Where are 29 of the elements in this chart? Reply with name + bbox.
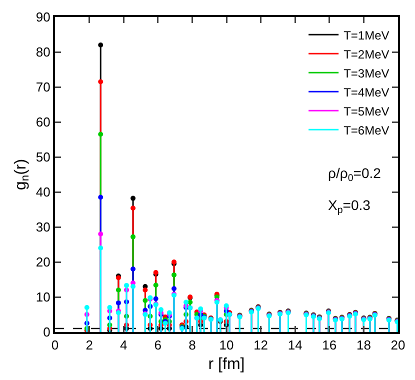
x-tick-label: 6 <box>154 338 162 353</box>
x-tick-label: 20 <box>390 338 406 353</box>
annotation: X$_{p}$=0.3 <box>328 197 371 216</box>
y-tick-label: 30 <box>36 220 50 235</box>
annotation: ρ/ρ$_{0}$=0.2 <box>328 165 382 184</box>
x-tick-label: 14 <box>288 338 302 353</box>
legend-label: T=5MeV <box>344 104 390 118</box>
y-tick-label: 80 <box>36 44 50 60</box>
y-tick-label: 40 <box>36 184 50 200</box>
y-tick-label: 10 <box>36 290 50 305</box>
y-tick-label: 0 <box>43 324 50 340</box>
y-tick-label: 70 <box>36 80 50 95</box>
legend-label: T=4MeV <box>344 85 390 100</box>
legend-label: T=3MeV <box>344 66 390 80</box>
legend-label: T=1MeV <box>344 28 390 42</box>
y-tick-label: 20 <box>36 254 50 270</box>
x-tick-label: 10 <box>219 338 234 353</box>
legend-label: T=2MeV <box>344 47 390 62</box>
legend-label: T=6MeV <box>344 123 390 138</box>
x-tick-label: 16 <box>322 338 337 353</box>
y-tick-label: 90 <box>36 10 50 25</box>
x-tick-label: 2 <box>86 338 93 353</box>
x-tick-label: 12 <box>254 338 268 353</box>
y-tick-label: 50 <box>36 150 50 165</box>
x-tick-label: 18 <box>356 338 371 353</box>
x-axis-title: r [fm] <box>208 356 245 373</box>
x-tick-label: 4 <box>120 338 128 353</box>
y-tick-label: 60 <box>36 114 50 130</box>
x-tick-label: 8 <box>188 338 196 353</box>
